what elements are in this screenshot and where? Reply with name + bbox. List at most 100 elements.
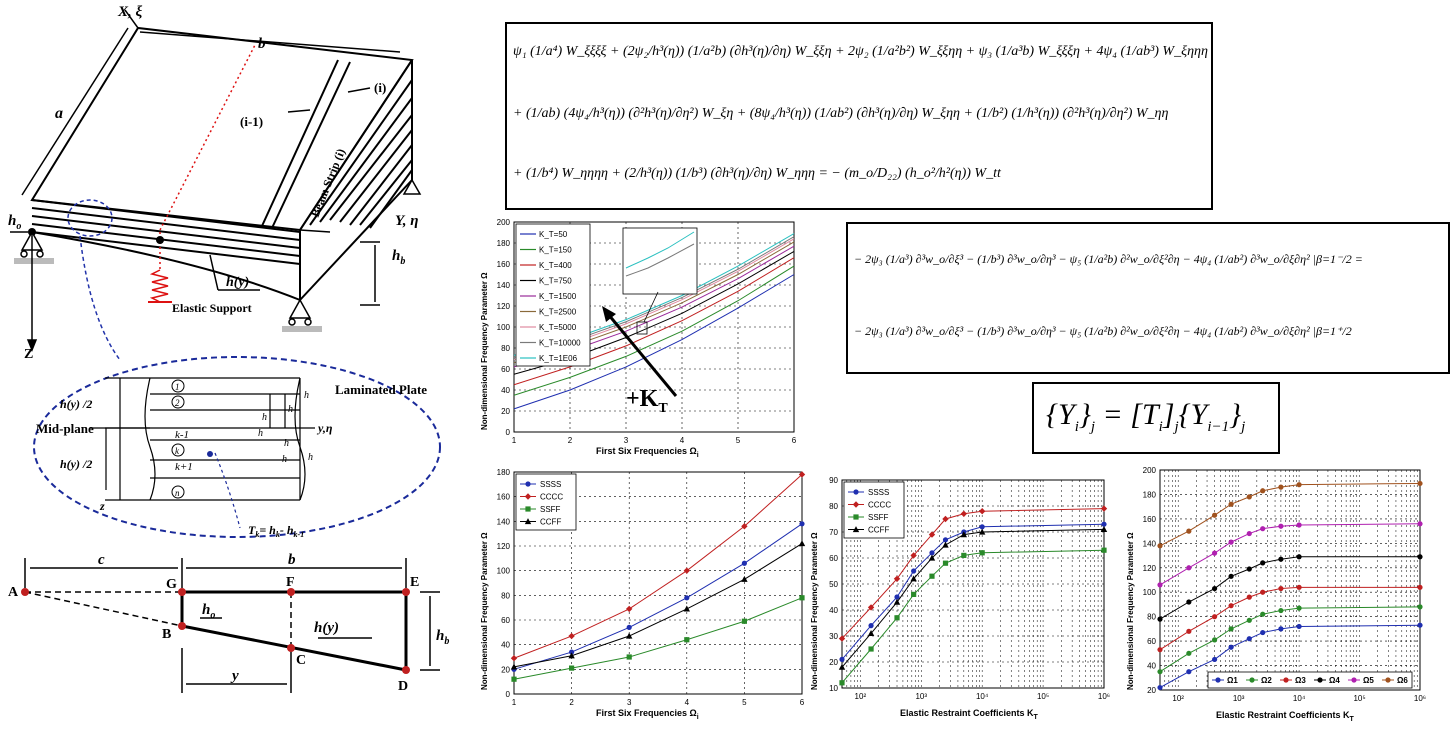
x-tick-label: 10⁶ (1098, 692, 1110, 701)
legend-marker (853, 514, 859, 520)
data-point (1260, 560, 1266, 566)
x-tick-label: 4 (685, 698, 690, 707)
x-tick-label: 1 (512, 436, 517, 445)
plate-3d-diagram: X, ξ b a (i) (i-1) Beam Strip (i) Y, η Z… (8, 4, 422, 360)
legend-label: CCCC (868, 501, 891, 510)
data-point (741, 575, 748, 582)
data-point (960, 510, 968, 517)
legend-marker (853, 489, 859, 495)
y-tick-label: 140 (497, 281, 511, 290)
y-tick-label: 120 (1143, 564, 1157, 573)
data-point (1157, 543, 1163, 549)
data-point (1246, 566, 1252, 572)
data-point (1228, 603, 1234, 609)
h-label-1: h (288, 404, 293, 415)
data-point (1417, 554, 1423, 560)
y-tick-label: 200 (1143, 466, 1157, 475)
strip-i1-label: (i-1) (240, 114, 263, 129)
legend-marker (1317, 677, 1323, 683)
y-tick-label: 60 (829, 554, 838, 563)
legend-label: Ω5 (1363, 676, 1374, 685)
data-point (1296, 623, 1302, 630)
h-label-k1: h (258, 428, 263, 439)
data-point (1157, 684, 1163, 691)
x-tick-label: 10⁵ (1037, 692, 1049, 701)
h-label-kp: h (282, 454, 287, 465)
data-point (741, 560, 747, 566)
axis-z-label: Z (24, 347, 33, 360)
point-e: E (410, 575, 419, 590)
chart-panel-1: 0 20 40 60 80 100 120 140 160 180 200 1 2 3 4 5 6 K_T=50 K… (478, 218, 800, 462)
x-tick-label: 3 (627, 698, 632, 707)
data-point (979, 524, 985, 530)
legend-label: SSSS (868, 488, 889, 497)
data-point (1278, 585, 1284, 592)
legend-label: CCFF (868, 526, 889, 535)
plot-frame (513, 221, 795, 433)
layer-1: 1 (175, 382, 180, 392)
data-point (1246, 494, 1252, 500)
x-tick-label: 2 (569, 698, 574, 707)
plot-frame (513, 471, 803, 695)
data-point (1101, 521, 1107, 527)
data-point (1278, 556, 1284, 562)
x-tick-label: 3 (624, 436, 629, 445)
data-point (942, 541, 949, 548)
dim-c: c (98, 552, 105, 568)
data-point (1246, 617, 1252, 623)
y-tick-label: 40 (501, 386, 510, 395)
hy2-top-label: h(y) /2 (60, 397, 92, 411)
strip-i-label: (i) (374, 80, 386, 95)
data-point (1296, 605, 1302, 611)
data-point (1278, 607, 1284, 614)
chart3-xlabel: Elastic Restraint Coefficients KT (900, 708, 1038, 721)
data-point (942, 560, 949, 566)
data-point (798, 540, 806, 547)
legend-label: K_T=150 (539, 246, 572, 255)
legend-marker (1215, 677, 1221, 683)
y-tick-label: 20 (501, 665, 510, 674)
boundary-equation-line-1: − 2ψ₃ (1/a³) ∂³w_o/∂ξ³ − (1/b³) ∂³w_o/∂η… (854, 252, 1363, 266)
chart2-ylabel: Non-dimensional Frequency Parameter Ω (480, 532, 489, 690)
data-point (979, 550, 985, 556)
tapered-geometry-sketch: A B C D E F G c b y ho h(y) hb (8, 552, 449, 694)
legend-box (1207, 671, 1413, 689)
data-point (1211, 614, 1218, 620)
x-tick-label: 1 (512, 698, 517, 707)
y-tick-label: 80 (1147, 613, 1156, 622)
y-tick-label: 20 (829, 658, 838, 667)
legend-label: K_T=5000 (539, 323, 577, 332)
y-tick-label: 160 (497, 260, 511, 269)
chart2-xlabel: First Six Frequencies Ωi (596, 708, 699, 721)
series-line-3 (513, 543, 803, 668)
y-tick-label: 120 (497, 302, 511, 311)
kt-arrow (606, 313, 678, 397)
dim-y: y (230, 668, 239, 684)
chart-panel-4: 20 40 60 80 100 120 140 160 180 200 10² 10³ 10⁴ 10⁵ 10… (1124, 462, 1454, 725)
legend-marker (1351, 677, 1357, 683)
data-point (1211, 512, 1218, 518)
data-point (798, 471, 806, 478)
data-point (1260, 611, 1266, 617)
z-axis-label: z (99, 499, 105, 513)
data-point (838, 635, 846, 642)
legend-label: SSFF (540, 505, 561, 514)
data-point (1101, 547, 1107, 553)
inset-zoom-box (622, 227, 698, 295)
x-tick-label: 10³ (915, 692, 927, 701)
data-point (1296, 482, 1302, 488)
data-point (569, 649, 575, 655)
x-tick-label: 6 (800, 698, 805, 707)
layer-k-plus-label: k+1 (175, 461, 193, 473)
layer-2: 2 (175, 398, 180, 408)
series-line-2 (513, 597, 803, 680)
legend-label: K_T=50 (539, 230, 568, 239)
y-tick-label: 180 (1143, 490, 1157, 499)
legend-marker (525, 481, 531, 487)
x-tick-label: 5 (736, 436, 741, 445)
h-label-n: h (308, 452, 313, 463)
legend-marker (524, 493, 532, 500)
data-point (1296, 554, 1302, 560)
h-label-o: h (304, 390, 309, 401)
data-point (1186, 599, 1192, 605)
